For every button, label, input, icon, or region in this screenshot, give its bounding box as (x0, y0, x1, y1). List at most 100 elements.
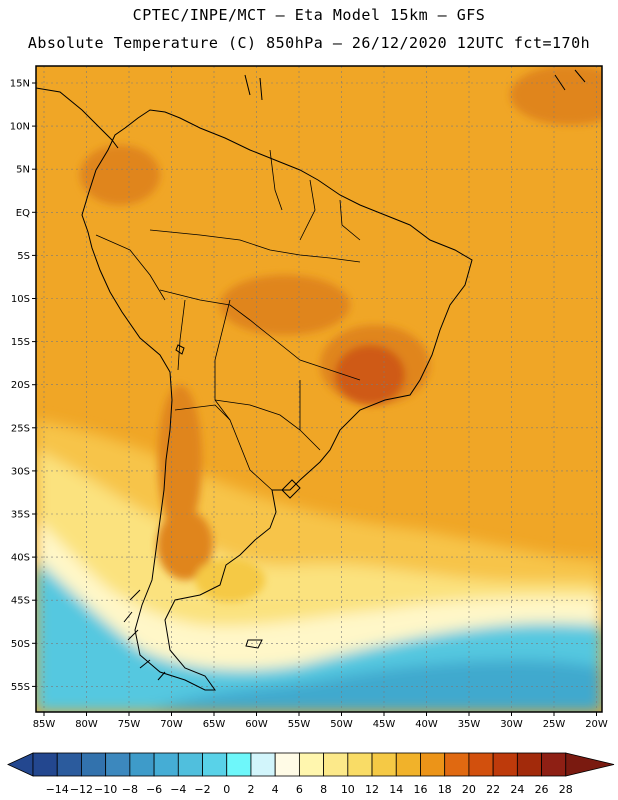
lat-label: 35S (11, 510, 30, 521)
map-frame (35, 65, 603, 713)
lat-label: 40S (11, 553, 30, 564)
colorbar-label: 28 (559, 783, 573, 796)
colorbar-swatch (371, 752, 397, 777)
colorbar-label: 26 (535, 783, 549, 796)
lat-label: 10S (11, 294, 30, 305)
colorbar-swatch (32, 752, 58, 777)
field-hot-atlantic (510, 66, 602, 125)
colorbar-label: 2 (247, 783, 254, 796)
lagoa-dos-patos (281, 479, 301, 499)
lon-label: 25W (543, 719, 566, 730)
lat-label: 25S (11, 423, 30, 434)
lon-label: 50W (330, 719, 353, 730)
colorbar-label: 8 (320, 783, 327, 796)
lat-label: 15S (11, 337, 30, 348)
lon-label: 80W (75, 719, 98, 730)
lon-label: 85W (33, 719, 56, 730)
lon-label: 45W (373, 719, 396, 730)
lat-label: 55S (11, 682, 30, 693)
lon-label: 65W (203, 719, 226, 730)
colorbar-swatch (177, 752, 203, 777)
field-mild-patagonia (195, 558, 265, 602)
falklands (245, 639, 263, 649)
colorbar-label: −4 (170, 783, 186, 796)
colorbar-swatch (81, 752, 107, 777)
colorbar-label: 20 (462, 783, 476, 796)
colorbar-swatch (444, 752, 470, 777)
colorbar-label: −10 (94, 783, 117, 796)
lat-label: 45S (11, 596, 30, 607)
colorbar-swatch (468, 752, 494, 777)
lon-label: 20W (585, 719, 608, 730)
colorbar-swatch (541, 752, 567, 777)
lat-label: 15N (10, 79, 30, 90)
colorbar-swatch (153, 752, 179, 777)
lon-label: 60W (245, 719, 268, 730)
colorbar-label: −12 (70, 783, 93, 796)
colorbar-swatch (347, 752, 373, 777)
colorbar-arrow-high (565, 752, 615, 777)
central-america-outline (36, 87, 119, 149)
lat-label: 5S (17, 251, 30, 262)
lon-label: 40W (415, 719, 438, 730)
colorbar: −14 −12 −10 −8 −6 −4 −2 0 2 4 6 8 10 12 14 16 18 20 22 24 26… (7, 752, 615, 796)
colorbar-label: 24 (510, 783, 524, 796)
lon-label: 75W (118, 719, 141, 730)
chart-title: CPTEC/INPE/MCT – Eta Model 15km – GFS (132, 6, 486, 24)
lat-label: 20S (11, 380, 30, 391)
lon-label: 55W (288, 719, 311, 730)
country-borders (95, 149, 361, 491)
colorbar-swatch (274, 752, 300, 777)
latitude-axis: 15N 10N 5N EQ 5S 10S 15S 20S 25S 30S 35S 40S 45S 50S 5… (10, 79, 36, 693)
colorbar-label: 12 (365, 783, 379, 796)
colorbar-swatch (492, 752, 518, 777)
colorbar-arrow-low (7, 752, 34, 777)
colorbar-swatch (298, 752, 325, 777)
colorbar-swatch (105, 752, 131, 777)
field-hot-north (80, 145, 160, 205)
colorbar-swatch (395, 752, 421, 777)
colorbar-label: 22 (486, 783, 500, 796)
field-hot-andes (158, 385, 202, 535)
lon-label: 35W (458, 719, 481, 730)
colorbar-label: −8 (122, 783, 138, 796)
colorbar-label: 0 (223, 783, 230, 796)
south-america-outline (81, 109, 473, 691)
chart-subtitle: Absolute Temperature (C) 850hPa – 26/12/… (27, 34, 591, 52)
grid-lines (36, 66, 602, 712)
lon-label: 70W (160, 719, 183, 730)
colorbar-label: 10 (341, 783, 355, 796)
colorbar-label: 16 (413, 783, 427, 796)
longitude-axis: 85W 80W 75W 70W 65W 60W 55W 50W 45W 40W 35W 30W 25W 2… (33, 712, 608, 730)
colorbar-swatch (323, 752, 349, 777)
temperature-field (36, 66, 602, 712)
colorbar-swatch (56, 752, 82, 777)
field-band-colder (150, 660, 602, 712)
lat-label: EQ (16, 208, 30, 219)
colorbar-swatch (202, 752, 228, 777)
colorbar-swatch (129, 752, 155, 777)
lake-titicaca (175, 344, 185, 355)
lon-label: 30W (500, 719, 523, 730)
colorbar-swatch (420, 752, 446, 777)
coastline (36, 69, 586, 691)
colorbar-swatch (250, 752, 276, 777)
colorbar-label: −6 (146, 783, 162, 796)
colorbar-label: 4 (272, 783, 279, 796)
field-hot-central (220, 275, 350, 335)
field-very-hot-southeast (335, 345, 405, 405)
lat-label: 30S (11, 466, 30, 477)
colorbar-label: −2 (194, 783, 210, 796)
chile-fjords (123, 589, 166, 681)
lat-label: 10N (10, 122, 30, 133)
lat-label: 5N (16, 165, 30, 176)
colorbar-label: 6 (296, 783, 303, 796)
colorbar-swatch (516, 752, 542, 777)
field-hot-patagonia (157, 510, 213, 580)
caribbean-islands (244, 69, 586, 101)
colorbar-swatch (226, 752, 252, 777)
colorbar-label: 14 (389, 783, 403, 796)
colorbar-label: 18 (438, 783, 452, 796)
colorbar-label: −14 (46, 783, 69, 796)
